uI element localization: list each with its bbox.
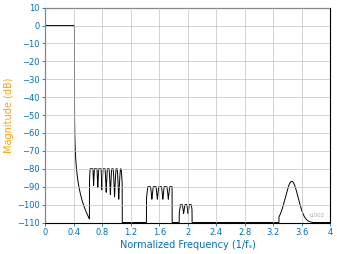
X-axis label: Normalized Frequency (1/fₛ): Normalized Frequency (1/fₛ) bbox=[120, 240, 256, 250]
Y-axis label: Magnitude (dB): Magnitude (dB) bbox=[4, 77, 14, 153]
Text: LI002: LI002 bbox=[309, 213, 325, 218]
